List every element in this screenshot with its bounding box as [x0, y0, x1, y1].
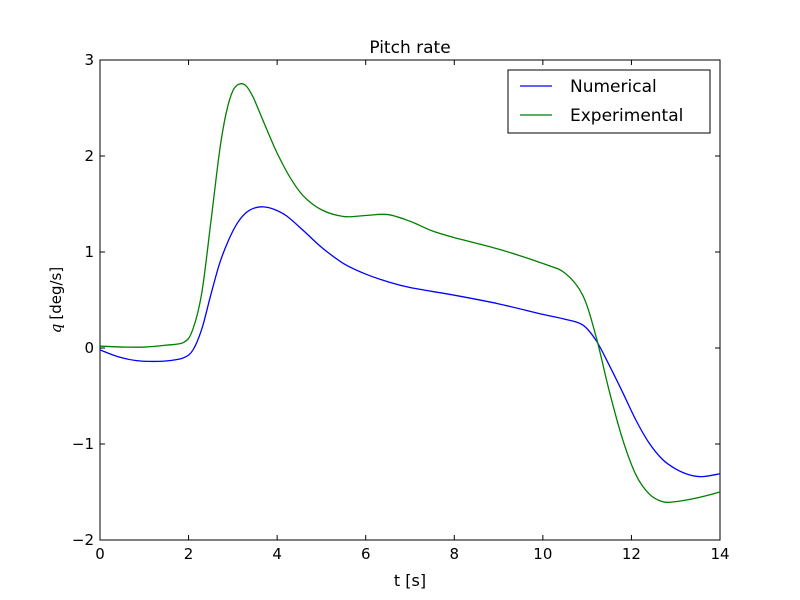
y-axis-label: q [deg/s] [47, 267, 65, 333]
y-tick-label: −1 [72, 435, 94, 453]
chart-title: Pitch rate [369, 38, 450, 58]
y-tick-label: 1 [84, 243, 94, 261]
x-tick-label: 2 [184, 545, 194, 563]
legend-box [507, 69, 711, 134]
x-tick-label: 10 [533, 545, 552, 563]
y-tick-label: 0 [84, 339, 94, 357]
series-line-numerical [99, 206, 721, 478]
series-lines [99, 83, 721, 503]
legend: Numerical Experimental [507, 69, 711, 134]
y-tick-label: 2 [84, 147, 94, 165]
y-tick-label: −2 [72, 531, 94, 549]
x-tick-label: 0 [95, 545, 105, 563]
y-axis-symbol: q [47, 324, 65, 334]
x-tick-label: 14 [710, 545, 729, 563]
y-axis-unit: [deg/s] [47, 267, 65, 320]
y-tick-label: 3 [84, 51, 94, 69]
legend-label-numerical: Numerical [570, 77, 657, 97]
x-tick-label: 4 [272, 545, 282, 563]
plot-frame [99, 59, 721, 541]
x-tick-label: 12 [622, 545, 641, 563]
x-tick-label: 8 [450, 545, 460, 563]
x-tick-label: 6 [361, 545, 371, 563]
x-axis-label: t [s] [394, 571, 426, 590]
legend-label-experimental: Experimental [570, 106, 683, 126]
series-line-experimental [99, 83, 721, 503]
